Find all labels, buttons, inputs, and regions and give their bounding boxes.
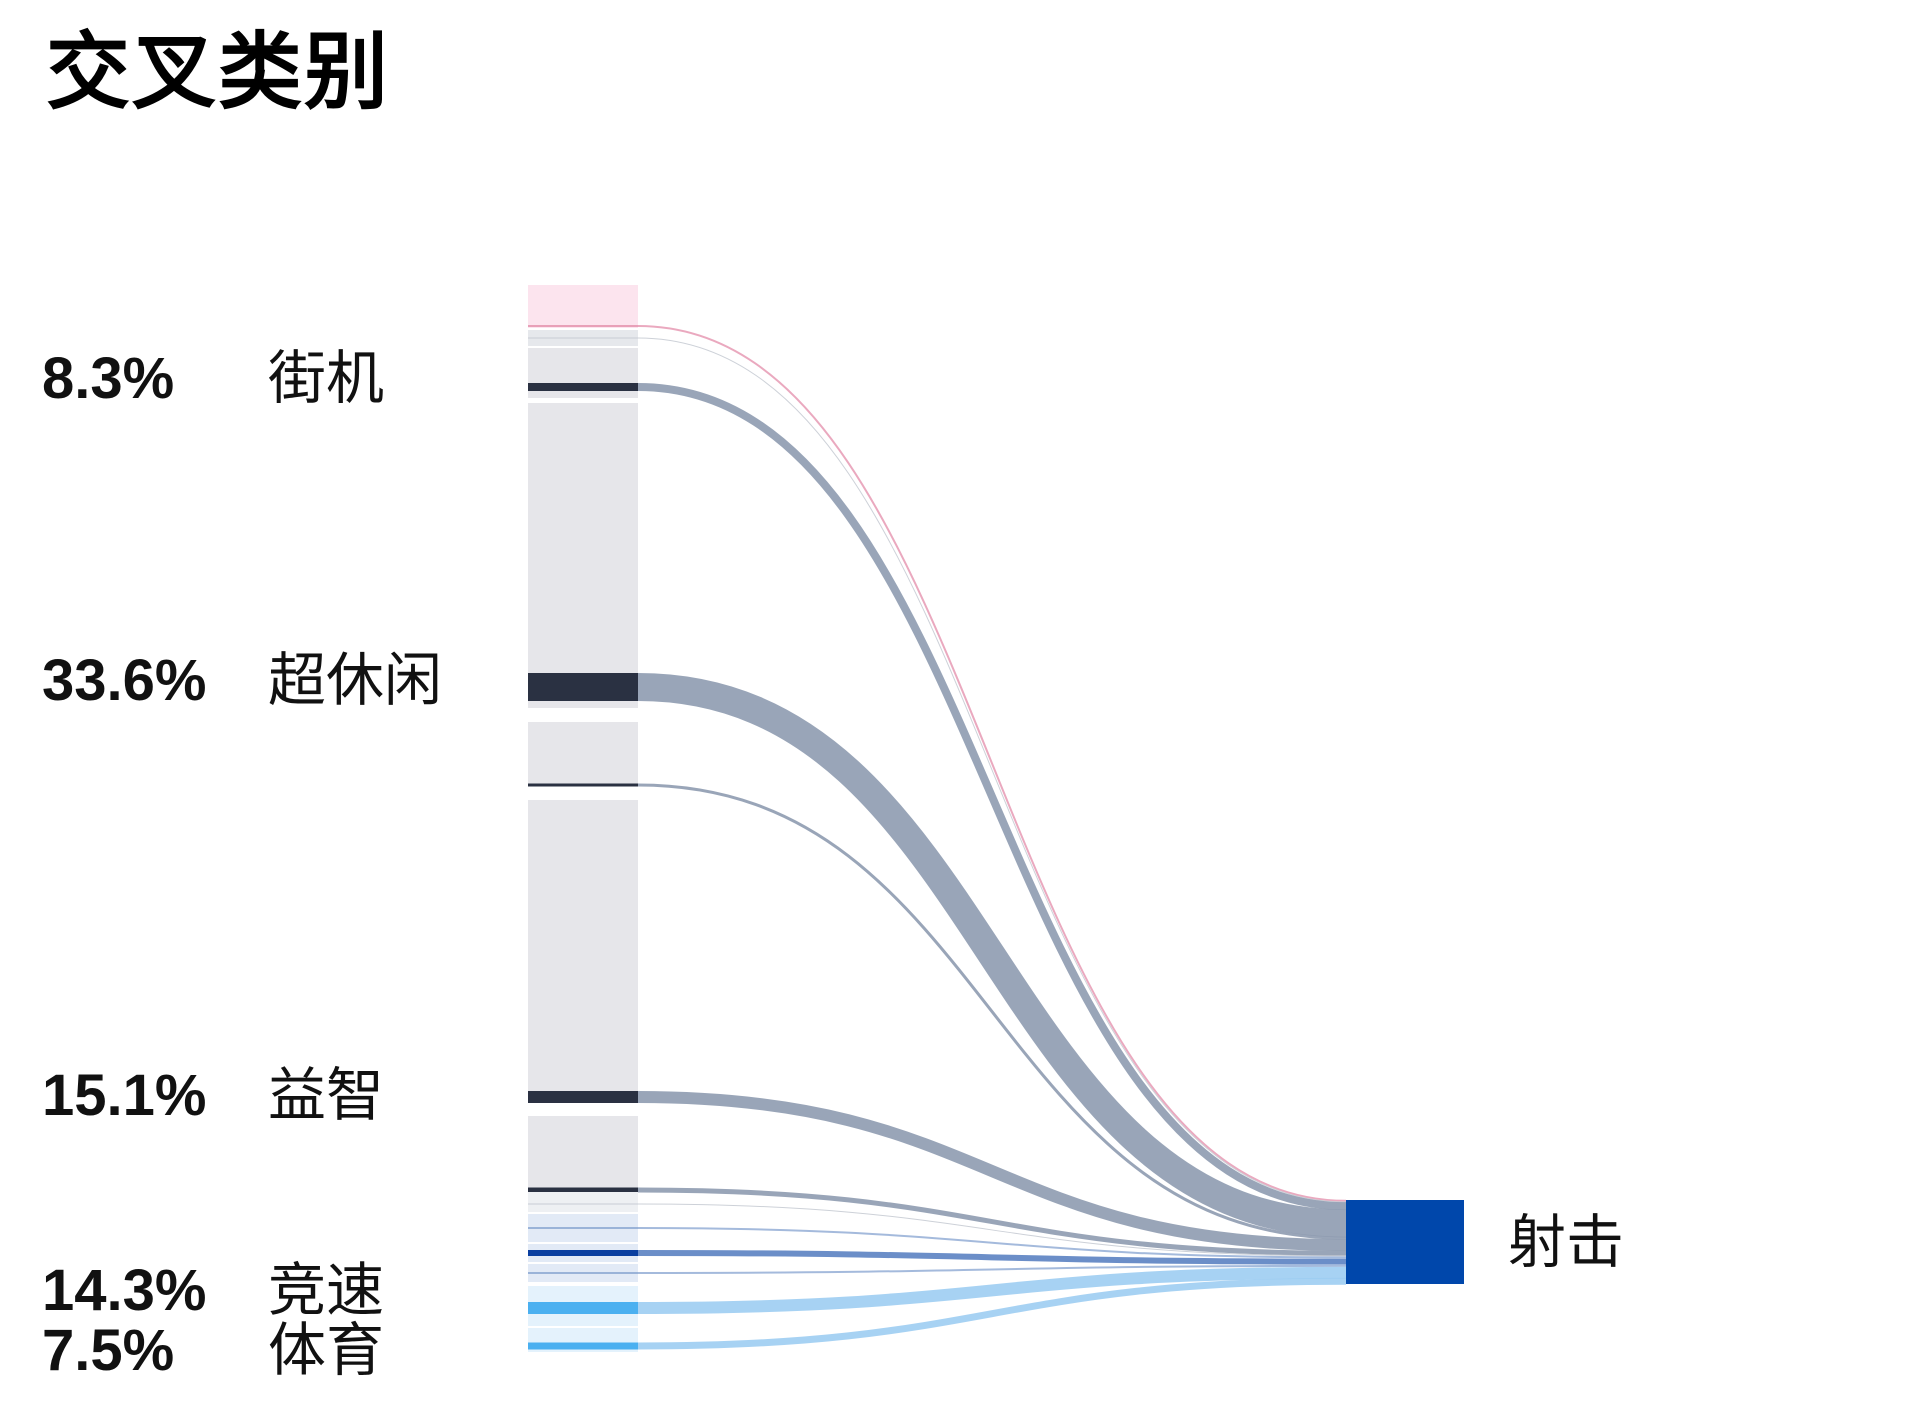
source-node-bar-pink	[528, 325, 638, 327]
source-node-bar-puzzle	[528, 1091, 638, 1103]
source-node-bar-hypercasual	[528, 673, 638, 701]
source-node-bar-dark2	[528, 783, 638, 787]
source-category-label: 超休闲	[268, 646, 442, 714]
source-node-band-dark2	[528, 722, 638, 786]
flow-link-hypercasual	[637, 673, 1347, 1238]
source-node-bar-blue1	[528, 1227, 638, 1229]
source-node-bar-lightblue2	[528, 1342, 638, 1350]
source-percent-label: 7.5%	[42, 1318, 174, 1383]
flow-link-dark3	[637, 1187, 1347, 1256]
flow-link-lightblue2	[637, 1277, 1347, 1350]
source-node-band-dark3	[528, 1116, 638, 1190]
source-percent-label: 15.1%	[42, 1063, 206, 1128]
source-percent-label: 33.6%	[42, 648, 206, 713]
source-percent-label: 14.3%	[42, 1258, 206, 1323]
source-node-bar-blue2	[528, 1272, 638, 1274]
flow-links	[637, 325, 1347, 1350]
source-node-band-grey2	[528, 1192, 638, 1212]
target-node	[1346, 1200, 1464, 1284]
source-node-band-hypercasual	[528, 403, 638, 708]
flow-link-grey1	[637, 337, 1347, 1203]
source-node-bar-grey1	[528, 337, 638, 339]
flow-link-dark2	[637, 783, 1347, 1240]
flow-link-blue1	[637, 1227, 1347, 1259]
flow-link-pink	[637, 325, 1347, 1202]
source-percent-label: 8.3%	[42, 346, 174, 411]
source-node-band-pink	[528, 285, 638, 328]
source-labels: 8.3% 街机 33.6% 超休闲 15.1% 益智 14.3% 竞速 7.5% 体育	[42, 344, 442, 1384]
source-category-label: 益智	[268, 1061, 384, 1129]
source-category-label: 体育	[268, 1316, 384, 1384]
source-node-bar-sports	[528, 1302, 638, 1314]
flow-link-blue2	[637, 1264, 1347, 1274]
source-node-bar-grey2	[528, 1203, 638, 1205]
flow-link-grey2	[637, 1203, 1347, 1257]
chart-title: 交叉类别	[46, 23, 391, 121]
flow-link-racing	[637, 1250, 1347, 1265]
flow-link-arcade	[637, 383, 1347, 1211]
source-category-label: 街机	[268, 344, 384, 412]
flow-link-sports	[637, 1266, 1347, 1314]
source-node-band-puzzle	[528, 800, 638, 1103]
target-node-group: 射击	[1346, 1200, 1624, 1284]
target-node-label: 射击	[1508, 1208, 1624, 1276]
source-node-bar-arcade	[528, 383, 638, 391]
source-node-bar-racing	[528, 1250, 638, 1256]
source-node-bar-dark3	[528, 1187, 638, 1193]
source-category-label: 竞速	[268, 1256, 384, 1324]
source-nodes	[528, 285, 638, 1352]
flow-link-puzzle	[637, 1091, 1347, 1252]
